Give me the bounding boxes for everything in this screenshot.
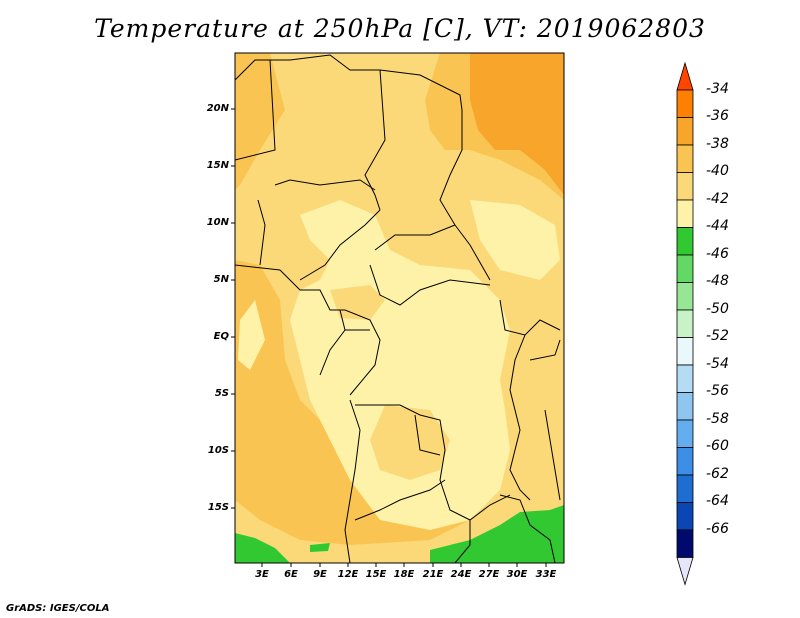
lon-label-27e: 27E — [478, 569, 500, 580]
lat-label-10n: 10N — [206, 217, 229, 228]
colorbar — [676, 61, 694, 586]
lon-label-24e: 24E — [450, 569, 472, 580]
lat-label-15s: 15S — [207, 502, 229, 513]
field-cool-east — [470, 200, 560, 280]
colorbar-label: -62 — [706, 466, 729, 482]
field-warm-nw — [235, 53, 285, 190]
field-green-patch — [310, 543, 330, 552]
colorbar-label: -40 — [706, 163, 729, 179]
axis-ticks — [231, 108, 547, 567]
colorbar-top-arrow — [676, 61, 694, 91]
map-frame — [234, 52, 565, 564]
field-cool-central — [290, 200, 510, 530]
colorbar-label: -34 — [706, 81, 729, 97]
colorbar-label: -66 — [706, 521, 729, 537]
colorbar-label: -64 — [706, 493, 729, 509]
colorbar-segment — [676, 144, 694, 173]
colorbar-segment — [676, 419, 694, 448]
colorbar-label: -36 — [706, 108, 729, 124]
lat-label-eq: EQ — [213, 331, 229, 342]
lon-label-33e: 33E — [535, 569, 557, 580]
colorbar-label: -46 — [706, 246, 729, 262]
colorbar-label: -50 — [706, 301, 729, 317]
field-patch-south — [370, 405, 450, 480]
colorbar-segment — [676, 474, 694, 503]
colorbar-label: -52 — [706, 328, 729, 344]
colorbar-label: -48 — [706, 273, 729, 289]
temperature-field — [235, 53, 564, 563]
colorbar-segment — [676, 529, 694, 558]
field-cool-coast — [238, 300, 265, 370]
field-hot — [470, 53, 564, 195]
lon-label-15e: 15E — [365, 569, 387, 580]
footer-credit: GrADS: IGES/COLA — [6, 603, 110, 614]
lon-label-3e: 3E — [255, 569, 269, 580]
colorbar-label: -54 — [706, 356, 729, 372]
colorbar-segment — [676, 227, 694, 256]
field-patch-gabon — [330, 285, 385, 320]
lat-label-10s: 10S — [207, 445, 229, 456]
country-borders — [235, 54, 561, 563]
lon-label-30e: 30E — [506, 569, 528, 580]
colorbar-label: -60 — [706, 438, 729, 454]
lon-label-18e: 18E — [393, 569, 415, 580]
lon-label-12e: 12E — [337, 569, 359, 580]
colorbar-segment — [676, 172, 694, 201]
colorbar-segment — [676, 502, 694, 531]
colorbar-segment — [676, 447, 694, 476]
lon-label-6e: 6E — [284, 569, 298, 580]
colorbar-segment — [676, 117, 694, 146]
colorbar-segment — [676, 89, 694, 118]
lon-label-9e: 9E — [313, 569, 327, 580]
colorbar-label: -42 — [706, 191, 729, 207]
colorbar-bottom-arrow — [676, 557, 694, 586]
colorbar-segment — [676, 254, 694, 283]
lon-label-21e: 21E — [422, 569, 444, 580]
colorbar-segment — [676, 309, 694, 338]
lat-label-20n: 20N — [206, 103, 229, 114]
colorbar-label: -38 — [706, 136, 729, 152]
field-green-sw — [235, 533, 290, 563]
colorbar-label: -58 — [706, 411, 729, 427]
colorbar-label: -56 — [706, 383, 729, 399]
colorbar-segment — [676, 337, 694, 366]
lat-label-5n: 5N — [213, 274, 229, 285]
field-warm-sw — [235, 260, 470, 545]
lat-label-5s: 5S — [214, 388, 229, 399]
lat-label-15n: 15N — [206, 160, 229, 171]
field-green-se — [430, 505, 564, 563]
colorbar-segment — [676, 392, 694, 421]
colorbar-segment — [676, 199, 694, 228]
colorbar-segment — [676, 282, 694, 311]
colorbar-segment — [676, 364, 694, 393]
colorbar-label: -44 — [706, 218, 729, 234]
map-title: Temperature at 250hPa [C], VT: 201906280… — [94, 14, 706, 43]
